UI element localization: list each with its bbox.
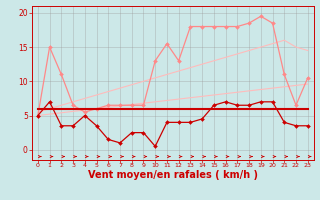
X-axis label: Vent moyen/en rafales ( km/h ): Vent moyen/en rafales ( km/h ): [88, 170, 258, 180]
